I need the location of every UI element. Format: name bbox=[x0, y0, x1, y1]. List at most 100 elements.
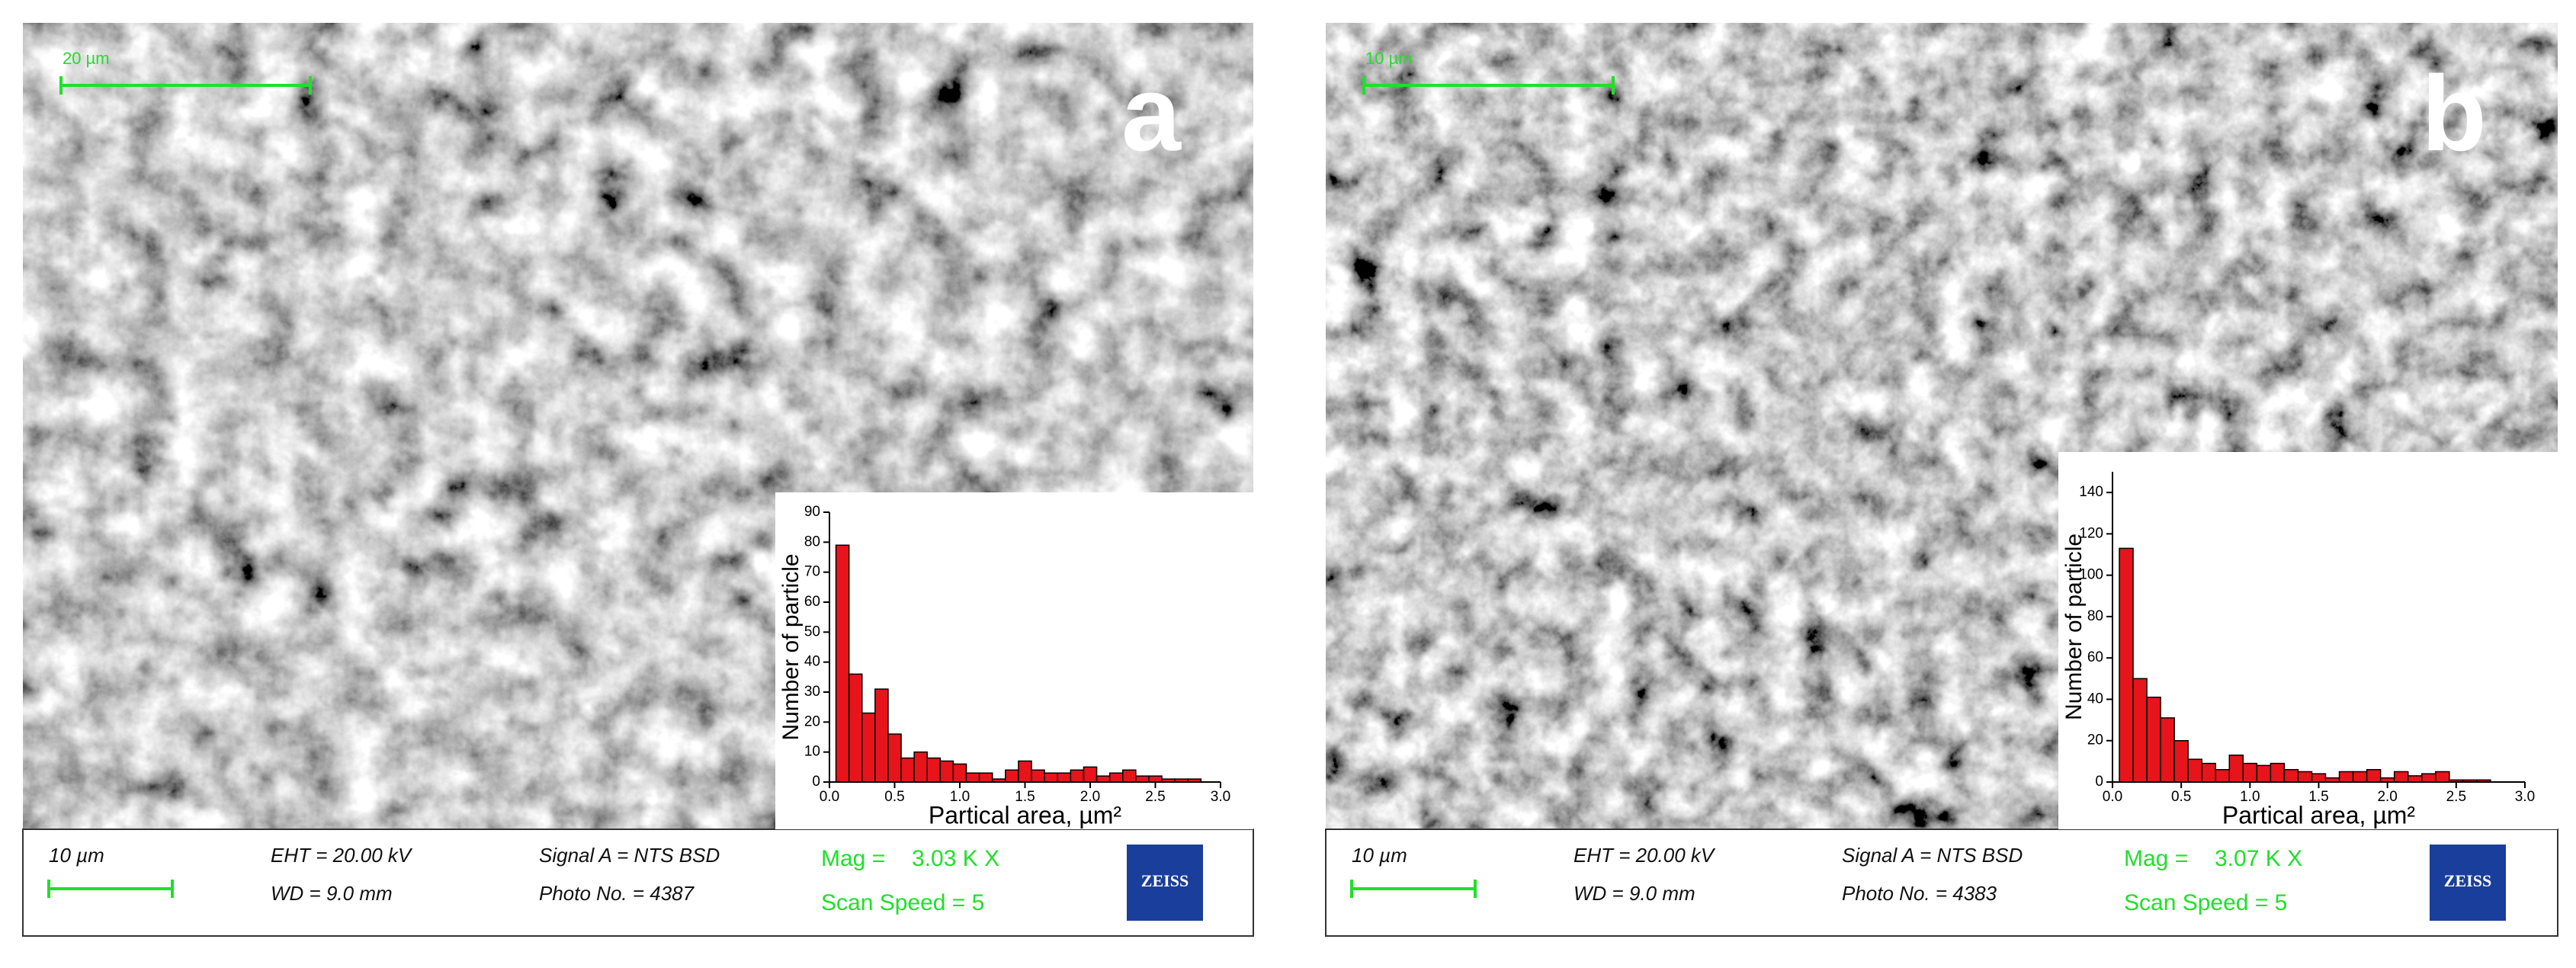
bar bbox=[2119, 547, 2134, 783]
y-tick-label: 90 bbox=[804, 504, 820, 520]
logo-box bbox=[2430, 845, 2506, 921]
info-eht: EHT = 20.00 kV bbox=[271, 844, 413, 867]
bar bbox=[2201, 762, 2216, 783]
bar bbox=[2228, 754, 2244, 783]
bar bbox=[1031, 769, 1045, 783]
info-mag-label: Mag = bbox=[821, 846, 885, 871]
bar bbox=[2270, 762, 2286, 783]
info-mag-value: 3.07 K X bbox=[2215, 846, 2302, 871]
bar bbox=[874, 688, 889, 783]
x-tick-label: 0.0 bbox=[2103, 789, 2122, 805]
info-scan: Scan Speed = 5 bbox=[2124, 890, 2287, 915]
info-eht: EHT = 20.00 kV bbox=[1574, 844, 1716, 867]
info-bar bbox=[22, 829, 1254, 937]
bar bbox=[2435, 771, 2450, 783]
info-scale: 10 µm bbox=[49, 844, 104, 867]
y-tick-label: 30 bbox=[804, 684, 820, 700]
logo-text: ZEISS bbox=[1141, 871, 1189, 890]
x-tick-label: 3.0 bbox=[1211, 789, 1230, 805]
y-tick-label: 0 bbox=[812, 774, 820, 790]
bar bbox=[2421, 773, 2436, 783]
info-mag-value: 3.03 K X bbox=[912, 846, 999, 871]
y-tick-label: 40 bbox=[2087, 691, 2103, 707]
x-tick-label: 0.0 bbox=[820, 789, 839, 805]
x-tick-label: 1.5 bbox=[1015, 789, 1035, 805]
logo-box bbox=[1127, 845, 1203, 921]
y-tick-label: 140 bbox=[2079, 484, 2103, 500]
bar bbox=[835, 544, 850, 783]
bar bbox=[2256, 764, 2272, 783]
y-tick-label: 40 bbox=[804, 654, 820, 670]
y-tick-label: 80 bbox=[804, 534, 820, 550]
x-tick-label: 1.5 bbox=[2308, 789, 2328, 805]
panel-letter: a bbox=[1121, 53, 1182, 173]
bar bbox=[1018, 760, 1032, 783]
y-tick-label: 20 bbox=[804, 713, 820, 729]
bar bbox=[1044, 772, 1059, 783]
x-axis-title: Partical area, µm² bbox=[2222, 801, 2416, 829]
info-scale: 10 µm bbox=[1352, 844, 1407, 867]
x-tick-label: 2.0 bbox=[1080, 789, 1100, 805]
bar bbox=[2393, 771, 2409, 783]
x-tick-label: 3.0 bbox=[2515, 789, 2535, 805]
bar bbox=[1135, 775, 1150, 783]
bar bbox=[2338, 771, 2354, 783]
bar bbox=[1108, 772, 1124, 783]
y-tick-label: 100 bbox=[2079, 567, 2103, 583]
bar bbox=[978, 772, 993, 783]
bar bbox=[2132, 678, 2148, 783]
bar bbox=[848, 673, 863, 783]
x-tick-label: 1.0 bbox=[2240, 789, 2260, 805]
y-tick-label: 20 bbox=[2087, 732, 2103, 748]
y-tick-label: 80 bbox=[2087, 608, 2103, 624]
bar bbox=[1005, 769, 1019, 783]
bar bbox=[2407, 775, 2423, 783]
bar bbox=[2297, 771, 2313, 783]
bar bbox=[2311, 773, 2327, 783]
bar bbox=[2283, 768, 2299, 783]
bar bbox=[1057, 772, 1072, 783]
bar bbox=[861, 712, 876, 783]
bar bbox=[965, 772, 980, 783]
bar bbox=[926, 757, 942, 783]
x-tick-label: 2.5 bbox=[1145, 789, 1165, 805]
bar bbox=[2160, 717, 2175, 783]
info-wd: WD = 9.0 mm bbox=[1574, 882, 1695, 905]
bar bbox=[1070, 769, 1085, 783]
y-tick-label: 70 bbox=[804, 564, 820, 580]
bar bbox=[2187, 758, 2202, 783]
y-tick-label: 50 bbox=[804, 623, 820, 639]
bar bbox=[887, 733, 902, 783]
x-tick-label: 2.5 bbox=[2446, 789, 2466, 805]
bar bbox=[1096, 775, 1111, 783]
bar bbox=[913, 751, 929, 783]
x-tick-label: 0.5 bbox=[2171, 789, 2191, 805]
bar bbox=[939, 760, 954, 783]
info-wd: WD = 9.0 mm bbox=[271, 882, 393, 905]
bar bbox=[2352, 771, 2368, 783]
bar bbox=[2215, 768, 2231, 783]
x-axis-title: Partical area, µm² bbox=[929, 801, 1122, 829]
bar bbox=[1083, 766, 1098, 783]
y-tick-label: 10 bbox=[804, 744, 820, 760]
y-axis-title: Number of particle bbox=[778, 553, 804, 740]
bar bbox=[952, 763, 967, 783]
panel-letter: b bbox=[2421, 53, 2487, 173]
bar bbox=[2242, 762, 2258, 783]
bar bbox=[2366, 768, 2382, 783]
y-tick-label: 120 bbox=[2079, 525, 2103, 541]
bar bbox=[2173, 739, 2189, 783]
bar bbox=[1122, 769, 1137, 783]
info-photo: Photo No. = 4387 bbox=[539, 882, 695, 905]
y-axis-title: Number of particle bbox=[2061, 534, 2087, 720]
info-scan: Scan Speed = 5 bbox=[821, 890, 984, 915]
bar bbox=[2146, 697, 2161, 783]
scale-label: 10 µm bbox=[1365, 49, 1413, 68]
info-signal: Signal A = NTS BSD bbox=[1842, 844, 2023, 867]
x-tick-label: 0.5 bbox=[884, 789, 904, 805]
x-tick-label: 1.0 bbox=[950, 789, 970, 805]
y-tick-label: 60 bbox=[2087, 649, 2103, 665]
y-tick-label: 60 bbox=[804, 594, 820, 610]
x-tick-label: 2.0 bbox=[2377, 789, 2397, 805]
